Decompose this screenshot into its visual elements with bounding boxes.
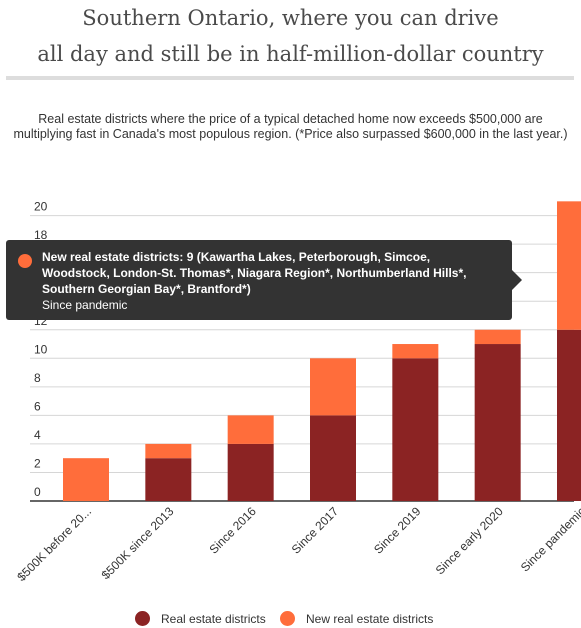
bar-existing-4: [310, 415, 356, 501]
chart-tooltip: New real estate districts: 9 (Kawartha L…: [6, 240, 522, 320]
x-tick-label: Since pandemic: [518, 504, 581, 574]
chart-title-line-2: all day and still be in half-million-dol…: [37, 42, 544, 66]
y-tick-label: 0: [34, 485, 41, 499]
y-tick-label: 10: [34, 342, 48, 356]
y-tick-label: 18: [34, 228, 48, 242]
bar-new-1: [63, 458, 109, 501]
y-tick-label: 6: [34, 399, 41, 413]
legend-dot-existing: [135, 611, 150, 626]
legend-label-new: New real estate districts: [306, 612, 434, 626]
tooltip-dot: [18, 254, 32, 268]
x-tick-label: Since 2017: [289, 504, 342, 557]
bar-existing-7: [557, 329, 581, 501]
legend-dot-new: [280, 611, 295, 626]
bar-new-7: [557, 201, 581, 330]
x-tick-label: Since 2019: [371, 504, 424, 557]
bar-new-4: [310, 358, 356, 416]
x-tick-label: $500K before 20...: [14, 504, 94, 584]
bar-new-3: [227, 415, 274, 444]
bar-existing-5: [392, 358, 439, 501]
y-tick-label: 2: [34, 456, 41, 470]
chart-subtitle: Real estate districts where the price of…: [13, 112, 568, 141]
legend-label-existing: Real estate districts: [161, 612, 266, 626]
bar-existing-3: [227, 443, 274, 501]
x-tick-label: Since early 2020: [433, 504, 506, 577]
bar-new-2: [145, 443, 192, 459]
y-tick-label: 4: [34, 428, 41, 442]
y-tick-label: 8: [34, 371, 41, 385]
bar-existing-2: [145, 458, 192, 501]
bar-new-6: [474, 329, 521, 345]
y-tick-label: 20: [34, 200, 48, 214]
bar-new-5: [392, 344, 439, 359]
bar-existing-6: [474, 344, 521, 501]
x-tick-label: $500K since 2013: [99, 504, 177, 582]
tooltip-category: Since pandemic: [42, 298, 128, 312]
title-divider: [6, 76, 574, 80]
x-tick-label: Since 2016: [206, 504, 259, 557]
chart-title-line-1: Southern Ontario, where you can drive: [82, 6, 499, 30]
tooltip-text: New real estate districts: 9 (Kawartha L…: [42, 250, 467, 296]
